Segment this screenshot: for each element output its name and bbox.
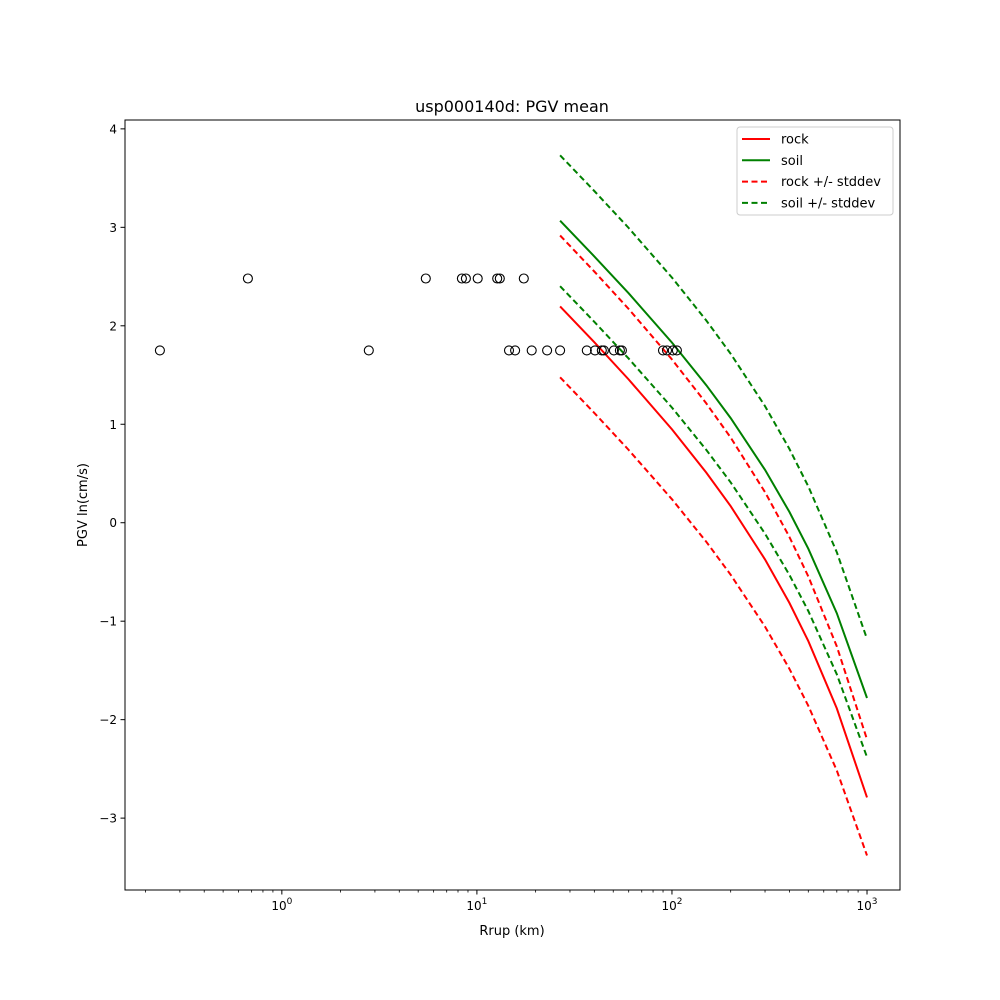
y-tick-label: −2 — [99, 713, 117, 727]
observation-point — [456, 273, 467, 284]
observation-point — [420, 273, 431, 284]
plot-frame — [124, 119, 901, 891]
observation-point — [608, 345, 619, 356]
y-tick-label: 3 — [109, 221, 117, 235]
observation-point — [657, 345, 669, 356]
x-tick-label: 101 — [466, 897, 487, 913]
series-line-rock-stddev — [559, 234, 868, 740]
legend-entry-label: soil — [781, 154, 803, 169]
legend-entry-label: soil +/- stddev — [781, 196, 876, 211]
observation-point — [661, 345, 673, 356]
observation-point — [472, 273, 483, 284]
y-tick-label: −3 — [99, 812, 117, 826]
legend-entry-label: rock +/- stddev — [781, 175, 881, 190]
y-tick-label: −1 — [99, 615, 117, 629]
series-line-soil-stddev — [559, 285, 868, 758]
observation-point — [494, 273, 505, 284]
x-tick-label: 102 — [661, 897, 682, 913]
legend: rock soil rock +/- stddev soil +/- stddev — [736, 126, 894, 216]
y-tick-label: 4 — [109, 122, 117, 136]
y-tick-label: 1 — [109, 418, 117, 432]
y-axis-label: PGV ln(cm/s) — [76, 463, 91, 547]
observation-point — [667, 345, 678, 356]
observation-point — [671, 345, 682, 356]
x-tick-label: 103 — [857, 897, 878, 913]
observation-point — [581, 345, 592, 356]
observation-point — [460, 273, 471, 284]
legend-entry-label: rock — [781, 133, 809, 148]
observation-point — [518, 273, 529, 284]
axes: 100 101 102 103 −3 −2 −1 0 1 2 3 4 — [99, 122, 877, 913]
x-tick-label: 100 — [271, 897, 292, 913]
observation-point — [616, 345, 627, 356]
y-tick-label: 0 — [109, 516, 117, 530]
x-axis-label: Rrup (km) — [479, 924, 544, 939]
observation-point — [526, 345, 537, 356]
observation-point — [542, 345, 553, 356]
y-tick-label: 2 — [109, 319, 117, 333]
series-line-rock-stddev — [559, 376, 868, 856]
series-line-soil — [559, 220, 868, 699]
observation-point — [154, 345, 165, 356]
series-line-rock — [559, 305, 868, 798]
chart-title: usp000140d: PGV mean — [415, 97, 609, 116]
plot-area — [154, 154, 868, 856]
observation-point — [363, 345, 374, 356]
series-line-soil-stddev — [559, 154, 868, 640]
observation-point — [492, 273, 503, 284]
legend-box — [736, 126, 894, 216]
observation-point — [242, 273, 253, 284]
observation-point — [503, 345, 515, 356]
observation-point — [510, 345, 521, 356]
observation-point — [555, 345, 566, 356]
observation-point — [598, 345, 609, 356]
